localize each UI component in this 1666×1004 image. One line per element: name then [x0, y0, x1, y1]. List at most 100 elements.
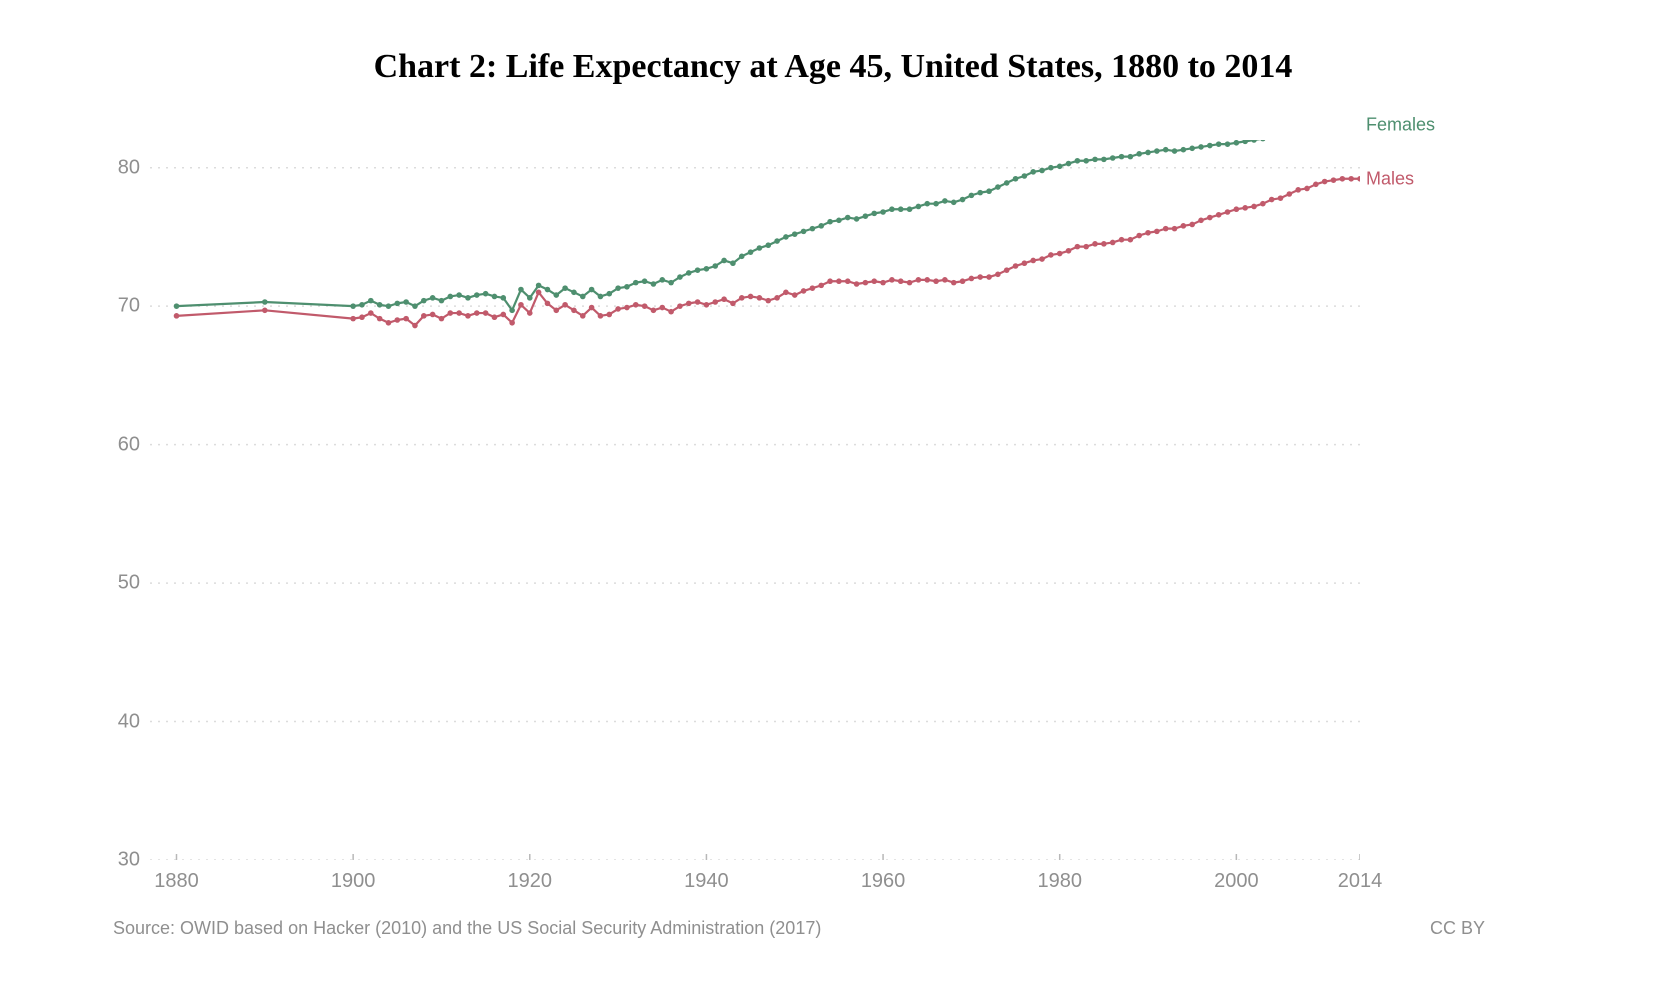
series-marker-females: [942, 198, 948, 204]
series-marker-females: [880, 209, 886, 215]
series-marker-females: [739, 254, 745, 260]
series-marker-males: [527, 310, 533, 316]
series-marker-males: [1066, 248, 1072, 254]
series-marker-females: [368, 298, 374, 304]
series-marker-females: [765, 242, 771, 248]
series-marker-females: [518, 287, 524, 293]
series-marker-males: [1181, 223, 1187, 229]
series-marker-females: [721, 258, 727, 264]
series-marker-females: [350, 303, 356, 309]
series-marker-males: [1348, 176, 1354, 182]
series-marker-males: [1145, 230, 1151, 236]
series-marker-males: [765, 298, 771, 304]
series-marker-females: [589, 287, 595, 293]
series-marker-females: [1181, 147, 1187, 153]
series-marker-females: [924, 201, 930, 207]
series-label-males: Males: [1360, 168, 1414, 189]
series-marker-males: [403, 316, 409, 322]
series-marker-males: [712, 299, 718, 305]
series-marker-males: [1083, 244, 1089, 250]
series-marker-males: [686, 301, 692, 307]
series-marker-males: [589, 305, 595, 311]
series-marker-females: [951, 200, 957, 206]
series-marker-males: [757, 295, 763, 301]
series-marker-males: [642, 303, 648, 309]
series-marker-males: [739, 295, 745, 301]
series-marker-males: [659, 305, 665, 311]
series-marker-males: [1110, 240, 1116, 246]
series-marker-males: [492, 314, 498, 320]
series-marker-females: [1163, 147, 1169, 153]
series-marker-males: [1242, 205, 1248, 211]
series-marker-females: [500, 295, 506, 301]
series-marker-females: [465, 295, 471, 301]
series-marker-females: [615, 285, 621, 291]
series-marker-males: [421, 313, 427, 319]
series-marker-females: [174, 303, 180, 309]
y-tick-label: 80: [118, 156, 150, 179]
y-tick-label: 60: [118, 433, 150, 456]
series-marker-females: [1048, 165, 1054, 171]
series-marker-females: [1251, 140, 1257, 143]
series-marker-females: [1189, 146, 1195, 152]
series-marker-females: [1154, 148, 1160, 154]
series-marker-males: [1322, 179, 1328, 185]
series-marker-females: [827, 219, 833, 225]
series-marker-males: [1269, 197, 1275, 203]
series-marker-males: [907, 280, 913, 286]
series-marker-males: [651, 308, 657, 314]
x-tick-label: 1880: [154, 860, 199, 893]
series-marker-males: [633, 302, 639, 308]
y-tick-label: 70: [118, 295, 150, 318]
series-marker-females: [801, 229, 807, 235]
series-marker-females: [916, 204, 922, 210]
series-marker-males: [1198, 218, 1204, 224]
series-marker-males: [509, 320, 515, 326]
series-marker-males: [1039, 256, 1045, 262]
series-marker-females: [1004, 180, 1010, 186]
series-marker-males: [704, 302, 710, 308]
series-marker-females: [474, 292, 480, 298]
series-marker-females: [395, 301, 401, 307]
series-marker-males: [518, 302, 524, 308]
series-marker-females: [624, 284, 630, 290]
series-marker-males: [986, 274, 992, 280]
series-marker-males: [871, 278, 877, 284]
series-marker-males: [977, 274, 983, 280]
series-marker-males: [1207, 215, 1213, 221]
x-tick-label: 1900: [331, 860, 376, 893]
series-marker-males: [969, 276, 975, 282]
series-marker-females: [792, 231, 798, 237]
series-marker-males: [898, 278, 904, 284]
series-marker-females: [492, 294, 498, 300]
series-marker-males: [695, 299, 701, 305]
series-marker-females: [1083, 158, 1089, 164]
x-tick-label: 1940: [684, 860, 729, 893]
series-marker-females: [854, 216, 860, 222]
series-marker-males: [1225, 209, 1231, 215]
series-marker-males: [562, 302, 568, 308]
series-marker-males: [500, 312, 506, 318]
series-marker-females: [456, 292, 462, 298]
series-marker-males: [447, 310, 453, 316]
series-marker-females: [562, 285, 568, 291]
series-marker-males: [845, 278, 851, 284]
x-tick-label: 1960: [861, 860, 906, 893]
series-marker-males: [924, 277, 930, 283]
series-marker-males: [818, 283, 824, 289]
series-marker-females: [633, 280, 639, 286]
series-marker-males: [1154, 229, 1160, 235]
series-marker-females: [960, 197, 966, 203]
series-marker-males: [1278, 195, 1284, 201]
series-marker-females: [774, 238, 780, 244]
series-marker-males: [359, 314, 365, 320]
series-marker-males: [1260, 201, 1266, 207]
series-marker-females: [1260, 140, 1266, 141]
series-marker-females: [757, 245, 763, 251]
series-marker-females: [1172, 148, 1178, 154]
series-marker-males: [1048, 252, 1054, 258]
series-marker-females: [536, 283, 542, 289]
series-marker-males: [1136, 233, 1142, 239]
series-marker-males: [545, 301, 551, 307]
series-marker-females: [403, 299, 409, 305]
